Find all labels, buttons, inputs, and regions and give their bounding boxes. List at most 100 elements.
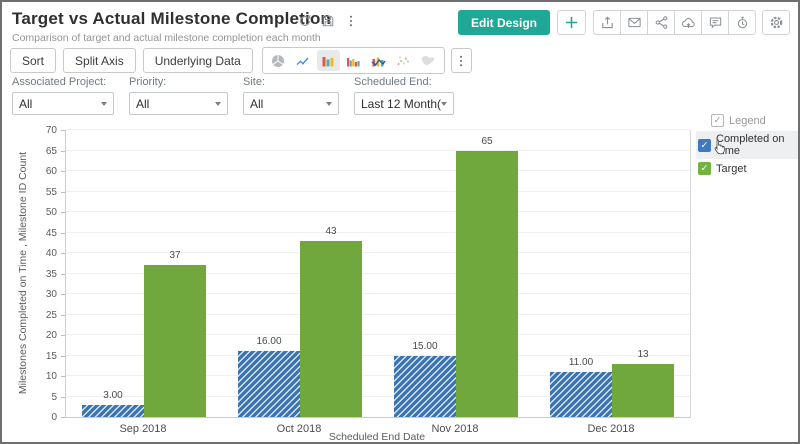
header-actions: Edit Design <box>457 10 790 35</box>
comment-button[interactable] <box>701 10 729 35</box>
bar-target[interactable] <box>612 363 674 417</box>
save-icon <box>321 14 335 28</box>
filter-label: Priority: <box>129 76 167 88</box>
chevron-down-icon <box>441 101 447 106</box>
alarm-icon <box>735 15 750 30</box>
gridline <box>66 231 690 233</box>
chart-type-more-button[interactable] <box>450 48 472 73</box>
plus-icon <box>564 15 579 30</box>
filter-value: Last 12 Month(s) <box>361 96 441 111</box>
filter-dropdown[interactable]: All <box>129 92 228 115</box>
bar-value-label: 37 <box>169 250 181 262</box>
share-icon <box>654 15 669 30</box>
split-axis-button[interactable]: Split Axis <box>63 48 136 73</box>
add-button[interactable] <box>557 10 586 35</box>
bar-value-label: 3.00 <box>103 389 123 401</box>
legend-master-checkbox[interactable]: ✓ <box>711 114 724 127</box>
bar-completed-on-time[interactable] <box>550 371 612 417</box>
save-button[interactable] <box>321 14 335 28</box>
bar-value-label: 13 <box>637 348 649 360</box>
bar-completed-on-time[interactable] <box>82 404 144 417</box>
bar-value-label: 16.00 <box>256 336 282 348</box>
filter-dropdown[interactable]: All <box>243 92 339 115</box>
line-chart-icon <box>295 53 311 69</box>
gridline <box>66 293 690 294</box>
x-axis-title: Scheduled End Date <box>328 431 426 443</box>
y-tick-label: 25 <box>45 309 57 321</box>
y-tickmark <box>61 396 65 398</box>
x-category-label: Nov 2018 <box>431 423 479 435</box>
email-icon <box>627 15 642 30</box>
export-icon <box>600 15 615 30</box>
chart-toolbar: Sort Split Axis Underlying Data <box>10 47 472 74</box>
bar-completed-on-time[interactable] <box>394 355 456 417</box>
plot-area: 3.00 37 16.00 43 15.00 65 11.00 13 <box>65 129 691 418</box>
y-tickmark <box>61 212 65 213</box>
line-chart-type-button[interactable] <box>292 50 315 71</box>
filter-scheduled-end: Scheduled End: Last 12 Month(s) <box>354 76 454 115</box>
filter-label: Scheduled End: <box>354 76 432 88</box>
bar-target[interactable] <box>300 240 362 417</box>
y-axis-title: Milestones Completed on Time , Milestone… <box>17 151 29 395</box>
sort-button[interactable]: Sort <box>10 48 57 73</box>
gridline <box>66 354 690 356</box>
grouped-bar-chart-type-button[interactable] <box>342 50 365 71</box>
combo-chart-icon <box>370 53 386 69</box>
share-button[interactable] <box>647 10 675 35</box>
filter-dropdown[interactable]: Last 12 Month(s) <box>354 92 454 115</box>
scatter-chart-type-button[interactable] <box>392 50 415 71</box>
bar-chart-type-button[interactable] <box>316 50 340 71</box>
cloud-upload-button[interactable] <box>674 10 702 35</box>
filter-value: All <box>19 96 33 111</box>
y-tickmark <box>61 294 65 295</box>
legend-header[interactable]: ✓ Legend <box>696 114 798 127</box>
gridline <box>66 211 690 212</box>
email-button[interactable] <box>620 10 648 35</box>
kebab-button[interactable] <box>344 14 358 28</box>
filter-value: All <box>136 96 150 111</box>
cloud-upload-icon <box>681 15 696 30</box>
gear-button[interactable] <box>762 10 790 35</box>
gridline <box>66 313 690 315</box>
grouped-bar-chart-icon <box>345 53 361 69</box>
y-tickmark <box>61 355 65 357</box>
y-tickmark <box>61 314 65 316</box>
bar-completed-on-time[interactable] <box>238 351 300 417</box>
refresh-button[interactable] <box>298 14 312 28</box>
y-tick-label: 40 <box>45 248 57 259</box>
y-tickmark <box>61 335 65 336</box>
legend-item[interactable]: ✓ Completed on Time <box>696 131 798 159</box>
comment-icon <box>708 15 723 30</box>
combo-chart-type-button[interactable] <box>367 50 390 71</box>
pie-chart-type-button[interactable] <box>267 50 290 71</box>
bar-target[interactable] <box>144 265 206 417</box>
legend-checkbox[interactable]: ✓ <box>698 162 711 175</box>
alarm-button[interactable] <box>728 10 756 35</box>
underlying-data-button[interactable]: Underlying Data <box>142 48 253 73</box>
plus-icon <box>564 15 579 30</box>
kebab-icon <box>344 14 358 28</box>
y-tick-label: 5 <box>51 391 57 403</box>
chevron-down-icon <box>326 101 332 106</box>
y-tickmark <box>61 191 65 193</box>
export-button[interactable] <box>593 10 621 35</box>
y-tick-label: 70 <box>45 125 57 136</box>
y-tickmark <box>61 273 65 275</box>
legend-item-label: Target <box>716 162 747 175</box>
y-tickmark <box>61 376 65 377</box>
edit-design-button[interactable]: Edit Design <box>457 10 550 35</box>
gridline <box>66 252 690 253</box>
filter-dropdown[interactable]: All <box>12 92 114 115</box>
y-tick-label: 65 <box>45 145 57 157</box>
legend-item[interactable]: ✓ Target <box>696 160 798 177</box>
bar-value-label: 15.00 <box>412 340 438 352</box>
gridline <box>66 334 690 335</box>
y-tickmark <box>61 171 65 172</box>
y-tick-label: 0 <box>51 412 57 423</box>
map-chart-type-button[interactable] <box>417 50 440 71</box>
kebab-icon <box>454 54 468 68</box>
filter-label: Site: <box>243 76 266 88</box>
bar-target[interactable] <box>456 150 518 417</box>
legend-checkbox[interactable]: ✓ <box>698 138 711 152</box>
y-tick-label: 60 <box>45 166 57 177</box>
